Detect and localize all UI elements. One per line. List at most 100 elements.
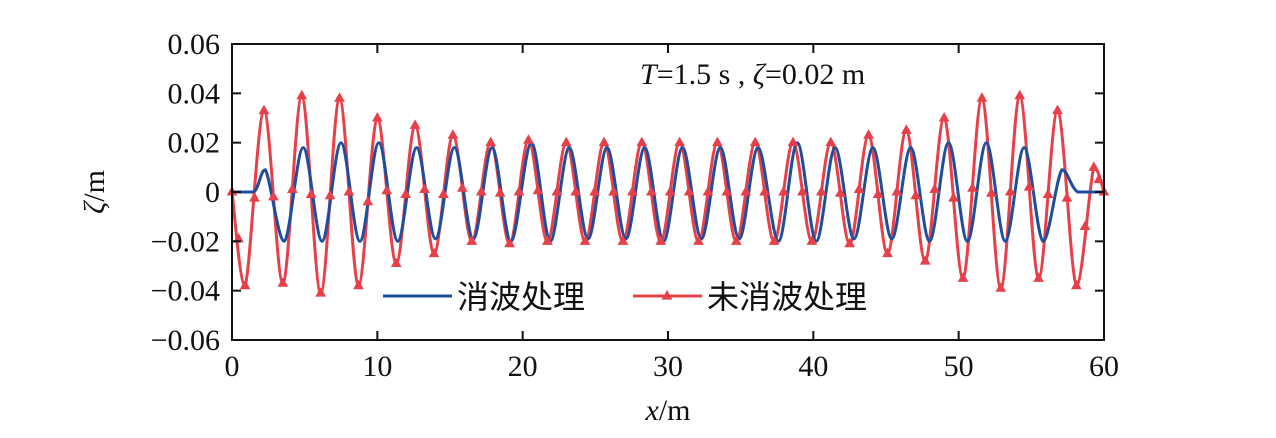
x-tick-label: 40 (798, 350, 828, 383)
series-2-point (882, 247, 893, 258)
series-2-point (1052, 104, 1063, 115)
series-2-point (1023, 181, 1035, 191)
series-2-point (825, 136, 837, 147)
y-tick-label: 0.04 (168, 77, 221, 110)
series-2-point (560, 136, 572, 147)
series-2-point (570, 185, 582, 196)
y-axis-label: ζ/m (78, 170, 111, 214)
legend-label-series-1: 消波处理 (457, 279, 585, 315)
series-2-point (627, 185, 638, 196)
legend: 消波处理 未消波处理 (383, 279, 867, 315)
chart-annotation: T=1.5 s , ζ=0.02 m (640, 58, 865, 91)
series-2-point (381, 184, 393, 195)
series-2-point (249, 192, 260, 202)
series-2-point (683, 185, 695, 196)
series-2-point (948, 192, 959, 202)
series-2-point (617, 235, 629, 245)
series-2-point (853, 183, 865, 194)
y-tick-label: 0.02 (168, 127, 221, 160)
series-2-point (334, 92, 345, 102)
legend-label-series-2: 未消波处理 (707, 279, 867, 315)
series-2-point (532, 184, 544, 195)
y-tick-label: −0.04 (151, 275, 220, 308)
x-tick-label: 60 (1089, 350, 1119, 383)
series-2-point (693, 235, 704, 245)
annotation-t-value: =1.5 s , (657, 58, 753, 91)
series-2-point (485, 136, 497, 147)
series-2-point (749, 136, 761, 147)
series-2-point (655, 235, 667, 245)
series-2-point (400, 188, 412, 198)
series-2-point (938, 111, 950, 122)
series-2-point (494, 187, 506, 197)
series-2-point (390, 257, 402, 268)
series-2-point (712, 136, 723, 147)
series-2-point (551, 185, 563, 196)
x-tick-label: 20 (508, 350, 538, 383)
x-axis-label-unit: /m (659, 394, 691, 427)
series-2-point (286, 183, 298, 194)
series-2-point (957, 272, 969, 282)
x-axis-label-var: x (645, 394, 660, 427)
series-2-point (598, 136, 610, 147)
series-2-point (645, 185, 657, 196)
series-2-point (787, 136, 799, 147)
series-2-point (910, 189, 922, 200)
series-2-point (542, 235, 553, 245)
series-2-point (579, 235, 591, 245)
series-2-point (324, 189, 336, 200)
series-2-point (362, 195, 374, 206)
x-tick-label: 10 (362, 350, 392, 383)
series-2-point (797, 185, 808, 196)
series-2-point (608, 185, 619, 196)
series-2-point (268, 190, 279, 201)
series-2-point (447, 129, 459, 139)
series-2-point (428, 247, 440, 258)
y-tick-label: −0.02 (151, 225, 220, 258)
series-2-point (1088, 161, 1100, 171)
series-2-point (371, 111, 383, 122)
x-tick-label: 30 (653, 350, 683, 383)
series-2-point (919, 255, 931, 265)
y-tick-label: −0.06 (151, 324, 220, 357)
series-2-point (872, 188, 884, 198)
series-2-point (409, 119, 421, 129)
x-tick-label: 0 (225, 350, 240, 383)
series-2-point (353, 279, 364, 290)
annotation-zeta-symbol: ζ (753, 58, 767, 91)
series-2-point (891, 185, 903, 196)
series-2-point (513, 185, 525, 196)
series-2-point (702, 185, 714, 196)
series-2-point (315, 287, 327, 297)
series-2-point (976, 92, 988, 102)
series-2-point (815, 185, 827, 196)
axes: 0 10 20 30 40 50 60 0.06 0.04 0.02 0 −0.02 −0.04 −0.0… (151, 28, 1119, 383)
series-2-point (740, 185, 752, 196)
series-2-point (1079, 220, 1091, 231)
series-2-point (721, 185, 733, 196)
y-axis-label-var: ζ (78, 200, 111, 214)
series-2-point (844, 237, 856, 248)
series-2-point (419, 183, 430, 194)
series-2-point (258, 104, 270, 115)
series-2-point (466, 235, 478, 245)
annotation-zeta-value: =0.02 m (765, 58, 865, 91)
series-2-point (806, 235, 818, 245)
series-2-point (730, 235, 742, 245)
y-axis-label-unit: /m (78, 170, 111, 202)
series-2-point (475, 185, 487, 196)
series-2-point (1071, 279, 1082, 290)
series-2-point (1061, 192, 1073, 202)
series-2-point (674, 136, 685, 147)
legend-marker-series-2 (661, 290, 673, 300)
series-2-point (768, 235, 780, 245)
x-axis-label: x/m (645, 394, 691, 427)
series-2-point (438, 188, 449, 198)
series-2-point (296, 89, 308, 100)
series-2-point (343, 185, 355, 196)
x-tick-label: 50 (944, 350, 974, 383)
series-2-point (277, 277, 289, 287)
series-2-point (1042, 188, 1054, 198)
series-2-point (589, 185, 600, 196)
